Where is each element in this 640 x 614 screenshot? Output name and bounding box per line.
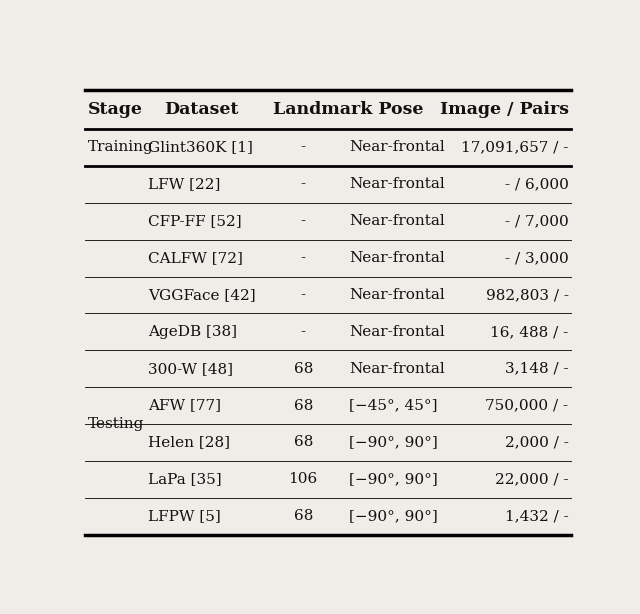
Text: 68: 68 bbox=[294, 435, 313, 449]
Text: 17,091,657 / -: 17,091,657 / - bbox=[461, 141, 568, 155]
Text: Near-frontal: Near-frontal bbox=[349, 177, 445, 192]
Text: 68: 68 bbox=[294, 398, 313, 413]
Text: [−90°, 90°]: [−90°, 90°] bbox=[349, 472, 438, 486]
Text: [−90°, 90°]: [−90°, 90°] bbox=[349, 509, 438, 523]
Text: 1,432 / -: 1,432 / - bbox=[505, 509, 568, 523]
Text: Near-frontal: Near-frontal bbox=[349, 325, 445, 339]
Text: AFW [77]: AFW [77] bbox=[148, 398, 221, 413]
Text: Near-frontal: Near-frontal bbox=[349, 362, 445, 376]
Text: Helen [28]: Helen [28] bbox=[148, 435, 230, 449]
Text: 68: 68 bbox=[294, 362, 313, 376]
Text: Testing: Testing bbox=[88, 417, 144, 431]
Text: VGGFace [42]: VGGFace [42] bbox=[148, 288, 255, 302]
Text: Glint360K [1]: Glint360K [1] bbox=[148, 141, 253, 155]
Text: 982,803 / -: 982,803 / - bbox=[486, 288, 568, 302]
Text: Near-frontal: Near-frontal bbox=[349, 288, 445, 302]
Text: 300-W [48]: 300-W [48] bbox=[148, 362, 233, 376]
Text: LFPW [5]: LFPW [5] bbox=[148, 509, 221, 523]
Text: 3,148 / -: 3,148 / - bbox=[505, 362, 568, 376]
Text: 106: 106 bbox=[289, 472, 318, 486]
Text: 2,000 / -: 2,000 / - bbox=[505, 435, 568, 449]
Text: -: - bbox=[301, 251, 306, 265]
Text: -: - bbox=[301, 325, 306, 339]
Text: 68: 68 bbox=[294, 509, 313, 523]
Text: - / 6,000: - / 6,000 bbox=[505, 177, 568, 192]
Text: [−45°, 45°]: [−45°, 45°] bbox=[349, 398, 438, 413]
Text: Landmark Pose: Landmark Pose bbox=[273, 101, 423, 118]
Text: Near-frontal: Near-frontal bbox=[349, 141, 445, 155]
Text: - / 3,000: - / 3,000 bbox=[505, 251, 568, 265]
Text: 16, 488 / -: 16, 488 / - bbox=[490, 325, 568, 339]
Text: LFW [22]: LFW [22] bbox=[148, 177, 220, 192]
Text: -: - bbox=[301, 288, 306, 302]
Text: - / 7,000: - / 7,000 bbox=[505, 214, 568, 228]
Text: Image / Pairs: Image / Pairs bbox=[440, 101, 568, 118]
Text: Stage: Stage bbox=[88, 101, 143, 118]
Text: -: - bbox=[301, 141, 306, 155]
Text: 750,000 / -: 750,000 / - bbox=[485, 398, 568, 413]
Text: CFP-FF [52]: CFP-FF [52] bbox=[148, 214, 241, 228]
Text: Training: Training bbox=[88, 141, 153, 155]
Text: Near-frontal: Near-frontal bbox=[349, 251, 445, 265]
Text: Dataset: Dataset bbox=[164, 101, 239, 118]
Text: [−90°, 90°]: [−90°, 90°] bbox=[349, 435, 438, 449]
Text: LaPa [35]: LaPa [35] bbox=[148, 472, 221, 486]
Text: -: - bbox=[301, 214, 306, 228]
Text: CALFW [72]: CALFW [72] bbox=[148, 251, 243, 265]
Text: Near-frontal: Near-frontal bbox=[349, 214, 445, 228]
Text: 22,000 / -: 22,000 / - bbox=[495, 472, 568, 486]
Text: AgeDB [38]: AgeDB [38] bbox=[148, 325, 237, 339]
Text: -: - bbox=[301, 177, 306, 192]
